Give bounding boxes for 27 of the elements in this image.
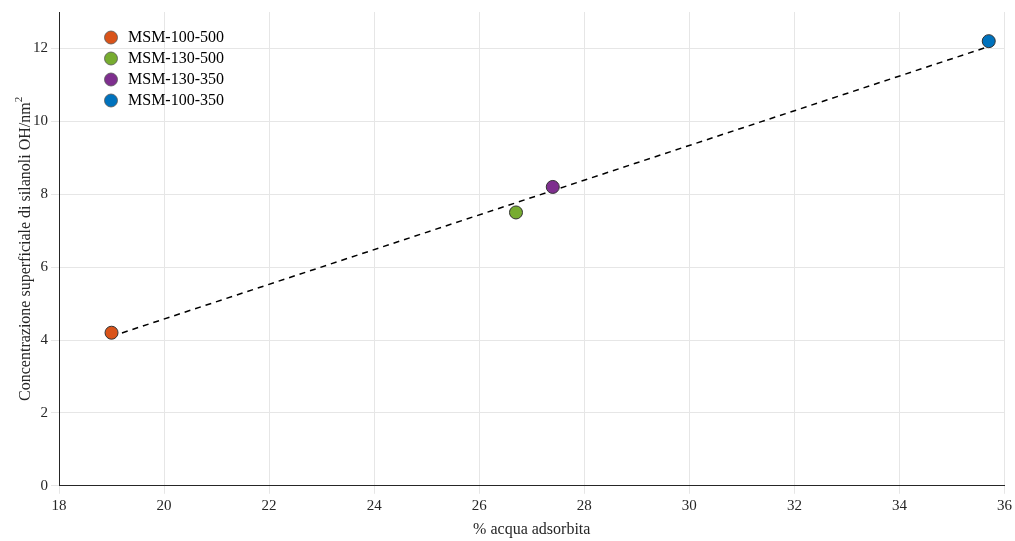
- y-tick-label: 10: [33, 112, 48, 129]
- legend-label: MSM-130-500: [128, 48, 225, 66]
- x-tick-label: 30: [681, 496, 697, 513]
- x-tick-label: 36: [997, 496, 1013, 513]
- x-tick-label: 28: [576, 496, 592, 513]
- point: [981, 34, 996, 49]
- y-tick-label: 4: [40, 330, 49, 347]
- x-tick-label: 22: [261, 496, 277, 513]
- y-tick-label: 6: [40, 258, 49, 275]
- x-axis-title: % acqua adsorbita: [473, 519, 591, 538]
- y-tick-label: 0: [40, 476, 48, 493]
- y-tick-label: 8: [40, 185, 48, 202]
- x-tick-label: 26: [471, 496, 488, 513]
- x-tick-label: 32: [786, 496, 802, 513]
- point: [104, 325, 119, 340]
- point: [508, 205, 523, 220]
- y-axis-title: Concentrazione superficiale di silanoli OH/nm2: [11, 96, 35, 401]
- legend-label: MSM-100-500: [128, 27, 225, 45]
- legend-label: MSM-130-350: [128, 69, 225, 87]
- legend-label: MSM-100-350: [128, 90, 225, 108]
- x-tick-label: 18: [51, 496, 67, 513]
- x-tick-label: 34: [891, 496, 908, 513]
- y-tick-label: 2: [40, 403, 48, 420]
- x-tick-label: 20: [156, 496, 172, 513]
- point: [545, 179, 560, 194]
- y-tick-label: 12: [33, 39, 48, 56]
- x-tick-label: 24: [366, 496, 383, 513]
